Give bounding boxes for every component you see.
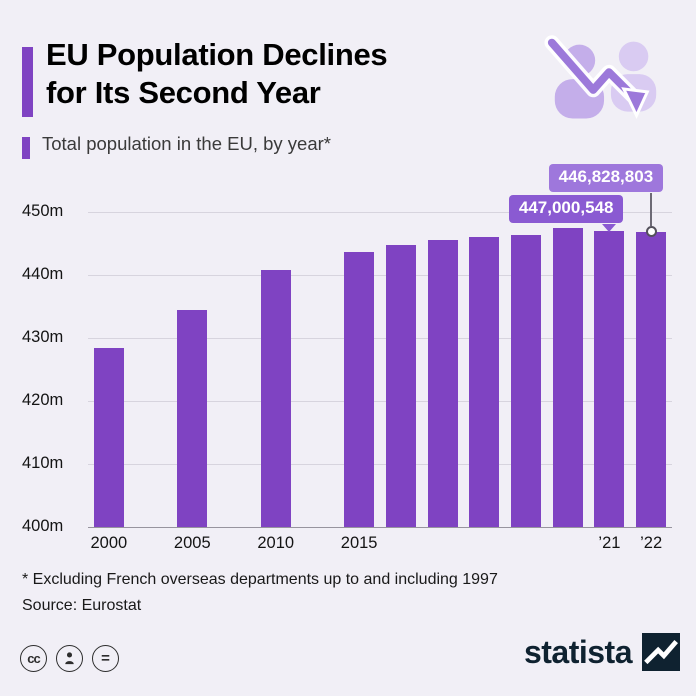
annotation-dot-2022 <box>646 226 658 238</box>
gridline-410 <box>88 464 672 465</box>
bar-2016 <box>385 245 416 527</box>
bar-2022 <box>636 232 667 527</box>
y-axis-label-430: 430m <box>22 328 64 346</box>
gridline-440 <box>88 275 672 276</box>
y-axis-label-410: 410m <box>22 454 64 472</box>
gridline-420 <box>88 401 672 402</box>
bar-2015 <box>344 252 375 527</box>
bar-2017 <box>427 240 458 527</box>
equals-glyph: = <box>101 650 110 667</box>
statista-wordmark: statista <box>523 633 633 670</box>
source-text: Source: Eurostat <box>22 597 142 614</box>
bar-2005 <box>177 309 208 527</box>
annotation-pointer-2021 <box>602 224 617 232</box>
x-axis-label-2005: 2005 <box>173 534 211 552</box>
bar-2018 <box>469 236 500 527</box>
gridline-400 <box>88 527 672 528</box>
subtitle-accent-bar <box>22 137 30 159</box>
annotation-2021: 447,000,548 <box>508 195 624 223</box>
bar-2010 <box>260 269 291 527</box>
attribution-icon <box>56 645 83 672</box>
y-axis-label-400: 400m <box>22 517 64 535</box>
title-accent-bar <box>22 47 33 117</box>
bar-2019 <box>511 234 541 527</box>
cc-license-icon: cc <box>20 645 47 672</box>
bar-2020 <box>552 228 583 527</box>
license-icons: cc = <box>20 645 119 672</box>
gridline-430 <box>88 338 672 339</box>
statista-logo-mark <box>642 633 680 671</box>
y-axis-label-450: 450m <box>22 202 64 220</box>
bar-chart-plot: 450m 440m 430m 420m 410m 400m 2000 2005 2010 2015… <box>22 164 672 552</box>
y-axis-label-440: 440m <box>22 265 64 283</box>
gridline-450 <box>88 212 672 213</box>
no-derivatives-icon: = <box>92 645 119 672</box>
bar-2000 <box>93 348 124 527</box>
bar-2021 <box>594 230 625 527</box>
x-axis-label-2022: ’22 <box>640 534 663 552</box>
annotation-connector-2022 <box>650 193 653 227</box>
statista-logo: statista <box>524 633 680 671</box>
x-axis-label-2021: ’21 <box>598 534 621 552</box>
annotation-2022: 446,828,803 <box>548 164 664 192</box>
person-glyph <box>65 652 74 665</box>
x-axis-label-2000: 2000 <box>90 534 128 552</box>
x-axis-label-2015: 2015 <box>340 534 378 552</box>
population-decline-icon <box>542 34 670 139</box>
page-title: EU Population Declines for Its Second Ye… <box>46 36 388 112</box>
cc-glyph: cc <box>27 650 41 666</box>
x-axis-label-2010: 2010 <box>257 534 295 552</box>
chart-subtitle: Total population in the EU, by year* <box>42 133 331 154</box>
page-title-line2: for Its Second Year <box>46 75 321 110</box>
footnotes: * Excluding French overseas departments … <box>22 567 498 619</box>
footnote-text: * Excluding French overseas departments … <box>22 571 498 588</box>
page-title-line1: EU Population Declines <box>46 37 388 72</box>
y-axis-label-420: 420m <box>22 391 64 409</box>
